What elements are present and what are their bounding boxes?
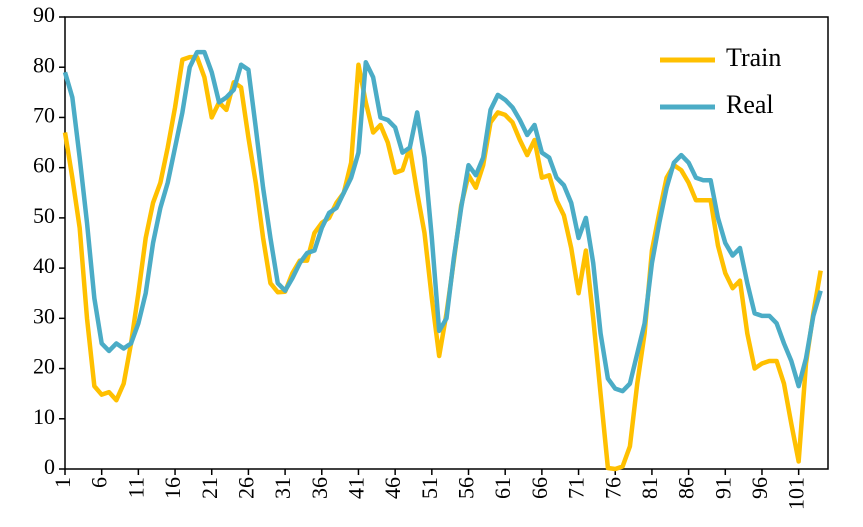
y-tick-label: 30 xyxy=(33,303,55,328)
y-tick-label: 90 xyxy=(33,2,55,27)
x-tick-label: 91 xyxy=(710,477,735,499)
y-tick-label: 50 xyxy=(33,203,55,228)
x-tick-label: 21 xyxy=(197,477,222,499)
y-tick-label: 20 xyxy=(33,354,55,379)
x-tick-label: 1 xyxy=(50,477,75,488)
plot-frame xyxy=(64,16,829,470)
x-tick-label: 16 xyxy=(160,477,185,499)
series-line xyxy=(62,49,823,394)
y-tick-label: 80 xyxy=(33,52,55,77)
y-tick-label: 0 xyxy=(44,454,55,479)
x-tick-label: 66 xyxy=(527,477,552,499)
legend-label: Real xyxy=(726,90,774,119)
x-tick-label: 31 xyxy=(270,477,295,499)
x-tick-label: 71 xyxy=(564,477,589,499)
x-tick-label: 101 xyxy=(784,477,809,510)
x-tick-label: 6 xyxy=(87,477,112,488)
x-tick-label: 41 xyxy=(344,477,369,499)
x-tick-label: 46 xyxy=(380,477,405,499)
x-tick-label: 76 xyxy=(600,477,625,499)
y-tick-label: 60 xyxy=(33,153,55,178)
x-tick-label: 61 xyxy=(490,477,515,499)
x-tick-label: 51 xyxy=(417,477,442,499)
x-tick-label: 86 xyxy=(674,477,699,499)
x-tick-label: 81 xyxy=(637,477,662,499)
y-tick-label: 40 xyxy=(33,253,55,278)
legend-label: Train xyxy=(726,43,781,72)
x-tick-label: 36 xyxy=(307,477,332,499)
y-tick-label: 10 xyxy=(33,404,55,429)
x-tick-label: 26 xyxy=(233,477,258,499)
series-line xyxy=(62,54,823,472)
y-tick-label: 70 xyxy=(33,102,55,127)
x-tick-label: 96 xyxy=(747,477,772,499)
x-tick-label: 56 xyxy=(454,477,479,499)
x-tick-label: 11 xyxy=(123,477,148,498)
